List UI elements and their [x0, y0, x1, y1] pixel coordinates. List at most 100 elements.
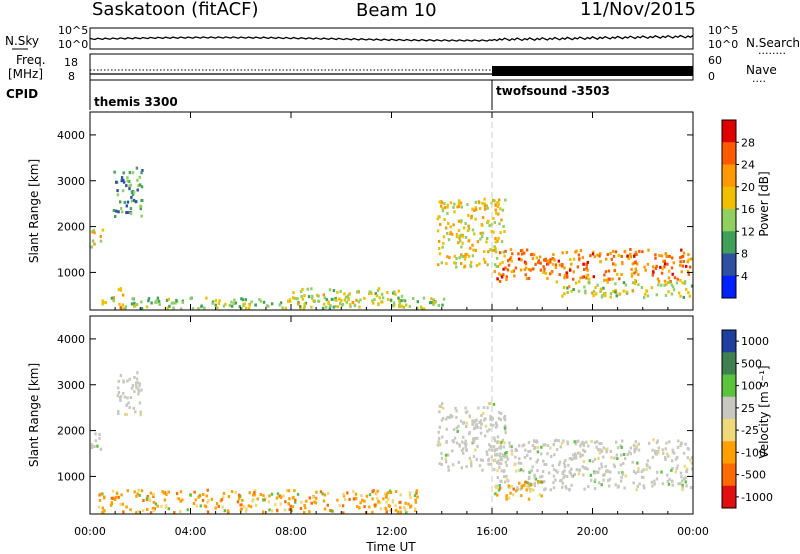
heatmap-cell: [617, 484, 620, 488]
heatmap-cell: [543, 267, 546, 271]
heatmap-cell: [640, 470, 644, 474]
heatmap-cell: [671, 479, 674, 483]
heatmap-cell: [612, 463, 616, 467]
heatmap-cell: [117, 495, 120, 499]
heatmap-cell: [135, 303, 139, 307]
heatmap-cell: [655, 441, 659, 445]
heatmap-cell: [414, 498, 417, 502]
heatmap-cell: [603, 273, 606, 277]
heatmap-cell: [146, 495, 149, 498]
heatmap-cell: [563, 474, 566, 478]
heatmap-cell: [534, 262, 537, 266]
heatmap-cell: [474, 206, 477, 210]
colorbar-tick-label: 25: [741, 402, 755, 415]
heatmap-cell: [258, 298, 261, 302]
heatmap-cell: [686, 467, 689, 471]
heatmap-cell: [622, 453, 626, 456]
heatmap-cell: [140, 307, 144, 310]
heatmap-cell: [464, 410, 468, 414]
heatmap-cell: [671, 448, 674, 452]
heatmap-cell: [138, 401, 142, 405]
heatmap-cell: [98, 498, 102, 502]
heatmap-cell: [259, 299, 263, 303]
heatmap-cell: [186, 508, 189, 512]
heatmap-cell: [582, 460, 585, 464]
heatmap-cell: [546, 276, 549, 280]
heatmap-cell: [351, 301, 355, 304]
heatmap-cell: [441, 435, 444, 439]
heatmap-cell: [122, 171, 125, 175]
heatmap-cell: [589, 254, 592, 258]
heatmap-cell: [147, 297, 151, 301]
heatmap-cell: [218, 299, 221, 303]
heatmap-cell: [101, 492, 104, 496]
heatmap-cell: [681, 488, 684, 492]
heatmap-cell: [172, 301, 175, 305]
heatmap-cell: [444, 457, 447, 461]
heatmap-cell: [570, 483, 573, 487]
heatmap-cell: [90, 446, 94, 449]
heatmap-cell: [135, 385, 138, 389]
heatmap-cell: [520, 461, 523, 465]
heatmap-cell: [584, 291, 587, 295]
heatmap-cell: [496, 239, 499, 243]
heatmap-cell: [672, 288, 676, 292]
heatmap-cell: [613, 465, 616, 469]
power-y-label: Slant Range [km]: [27, 159, 41, 263]
heatmap-cell: [230, 490, 234, 494]
nsky-trace: [89, 34, 694, 42]
heatmap-cell: [461, 255, 464, 259]
heatmap-cell: [543, 463, 546, 466]
heatmap-cell: [167, 507, 170, 511]
heatmap-cell: [126, 396, 129, 400]
heatmap-cell: [348, 303, 352, 307]
heatmap-cell: [466, 252, 469, 256]
heatmap-cell: [483, 197, 486, 201]
heatmap-cell: [622, 461, 625, 465]
heatmap-cell: [473, 438, 476, 442]
heatmap-cell: [378, 296, 381, 300]
heatmap-cell: [666, 254, 669, 258]
heatmap-cell: [574, 250, 577, 254]
heatmap-cell: [512, 269, 515, 273]
heatmap-cell: [473, 232, 476, 236]
heatmap-cell: [253, 493, 256, 497]
heatmap-cell: [338, 503, 341, 507]
heatmap-cell: [464, 439, 467, 443]
heatmap-cell: [360, 494, 363, 497]
heatmap-cell: [400, 294, 404, 298]
heatmap-cell: [238, 497, 241, 501]
nsearch-label: N.Search: [746, 36, 800, 50]
heatmap-cell: [605, 257, 608, 261]
heatmap-cell: [454, 406, 457, 410]
heatmap-cell: [482, 411, 485, 415]
heatmap-cell: [471, 228, 475, 232]
heatmap-cell: [686, 456, 689, 460]
heatmap-cell: [561, 263, 564, 266]
heatmap-cell: [496, 440, 499, 444]
heatmap-cell: [492, 445, 496, 449]
heatmap-cell: [307, 295, 311, 299]
heatmap-cell: [659, 265, 662, 269]
heatmap-cell: [400, 304, 404, 308]
heatmap-cell: [459, 419, 463, 423]
heatmap-cell: [517, 257, 521, 261]
heatmap-cell: [679, 444, 682, 448]
heatmap-cell: [552, 474, 556, 478]
heatmap-cell: [497, 236, 500, 240]
heatmap-cell: [126, 176, 129, 180]
heatmap-cell: [154, 502, 158, 506]
heatmap-cell: [336, 290, 339, 294]
heatmap-cell: [328, 306, 332, 310]
heatmap-cell: [119, 398, 122, 402]
heatmap-cell: [582, 443, 586, 447]
colorbar-tick-label: 4: [741, 270, 748, 283]
nsearch-marker: ........: [758, 44, 786, 57]
heatmap-cell: [573, 456, 576, 460]
heatmap-cell: [248, 491, 251, 495]
heatmap-cell: [409, 504, 413, 508]
heatmap-cell: [322, 302, 326, 306]
heatmap-cell: [537, 261, 540, 265]
heatmap-cell: [485, 204, 488, 208]
